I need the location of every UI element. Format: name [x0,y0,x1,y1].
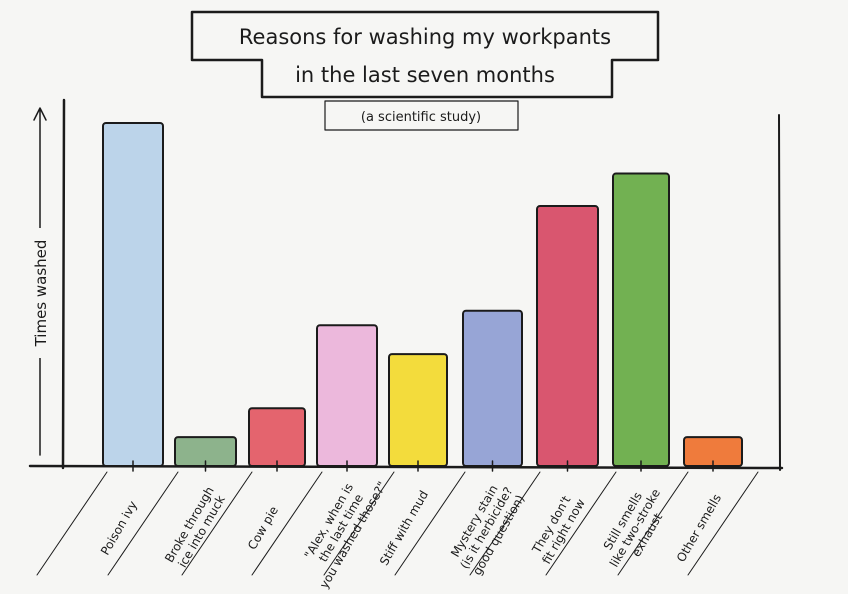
bar-4 [388,353,448,467]
chart-title-line-2: in the last seven months [295,63,555,87]
x-tick-label: Stiff with mud [377,488,431,568]
label-divider [181,471,253,576]
x-tick-label: Mystery stain(is it herbicide?good quest… [445,478,527,579]
x-tick-label: Poison ivy [98,498,140,557]
chart-subtitle: (a scientific study) [361,110,481,125]
y-axis-label: Times washed [32,240,50,348]
x-tick-label: Other smells [674,492,724,565]
label-divider [394,471,466,576]
label-divider [469,471,541,576]
chart-title-line-1: Reasons for washing my workpants [239,25,611,49]
bar-7 [612,172,670,467]
label-divider [323,471,395,576]
bar-6 [536,205,599,467]
label-divider [687,471,759,576]
x-tick-label: Cow pie [245,504,281,552]
x-tick-label: Still smellslike two-strokeexhaust [595,480,675,577]
label-divider [617,471,689,576]
y-axis [61,98,66,470]
bar-2 [248,407,306,467]
label-divider [545,471,617,576]
bar-0 [102,122,164,467]
label-divider [251,471,323,576]
x-tick-label: Broke throughice into muck [162,484,229,572]
bar-3 [316,324,378,468]
title-box: Reasons for washing my workpants in the … [190,10,660,99]
y-axis-label-group: Times washed [32,107,50,456]
x-tick-label: They don'tfit right now [527,489,588,566]
subtitle-box: (a scientific study) [324,100,519,131]
label-divider [107,471,179,576]
label-divider [36,471,108,576]
right-border [778,114,781,471]
bar-5 [462,309,523,467]
x-tick-label: "Alex, when isthe last timeyou washed th… [293,465,390,591]
